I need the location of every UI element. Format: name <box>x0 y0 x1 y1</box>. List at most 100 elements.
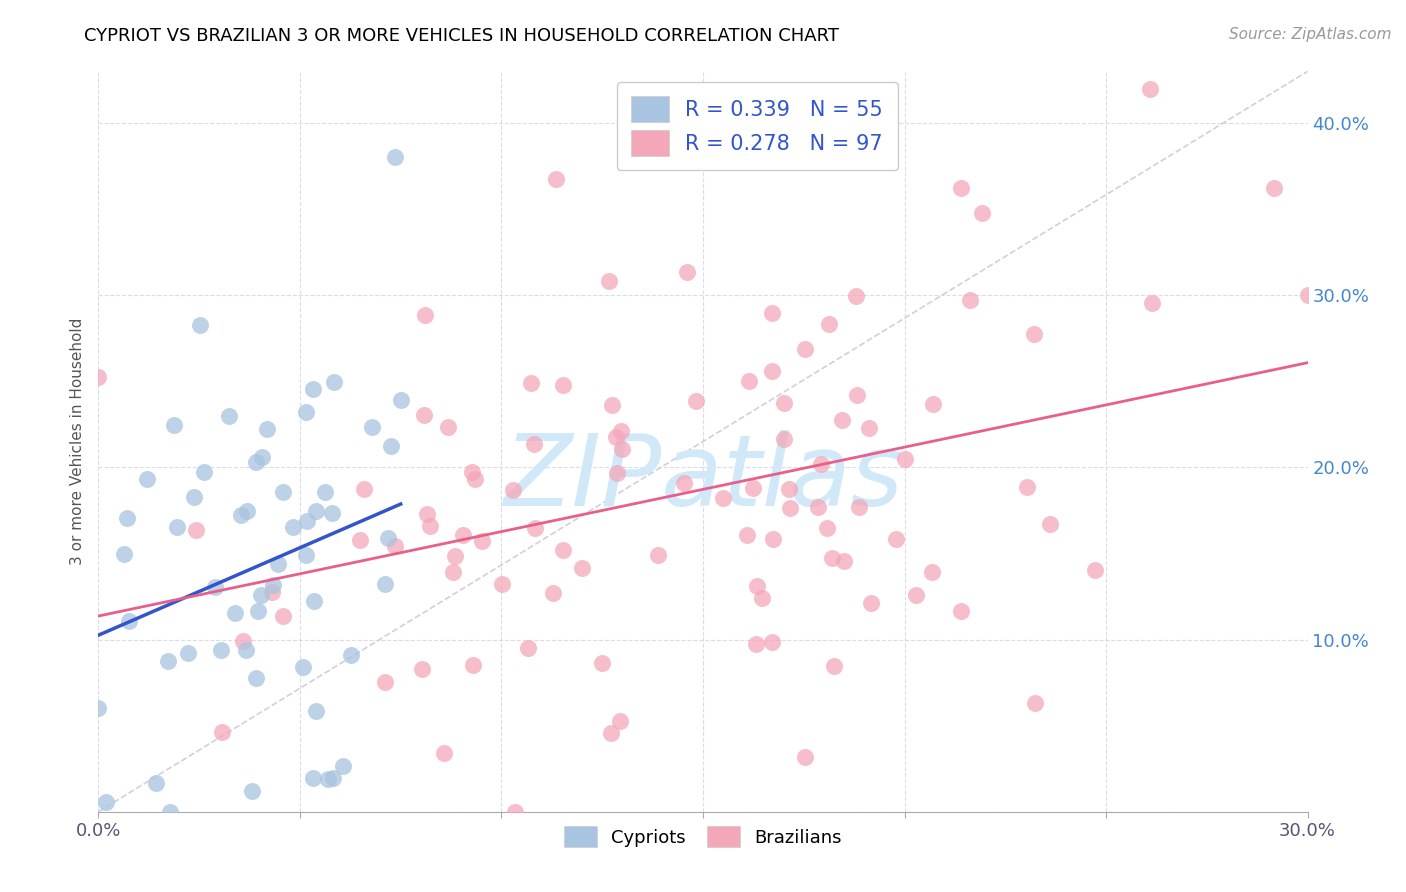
Point <box>188 318 211 333</box>
Point <box>87 700 110 714</box>
Point <box>301 382 323 396</box>
Point <box>610 442 633 457</box>
Point <box>831 413 853 427</box>
Point <box>571 561 593 575</box>
Point <box>145 776 167 790</box>
Point <box>250 450 273 464</box>
Point <box>794 342 817 356</box>
Point <box>779 500 801 515</box>
Point <box>413 308 436 322</box>
Point <box>389 392 412 407</box>
Text: Source: ZipAtlas.com: Source: ZipAtlas.com <box>1229 27 1392 42</box>
Point <box>738 374 761 388</box>
Point <box>1017 480 1039 494</box>
Point <box>115 510 138 524</box>
Point <box>761 306 783 320</box>
Point <box>600 399 623 413</box>
Point <box>96 795 118 809</box>
Point <box>609 425 631 439</box>
Point <box>374 674 396 689</box>
Point <box>647 548 669 562</box>
Point <box>183 490 205 504</box>
Point <box>761 364 783 378</box>
Point <box>267 557 290 571</box>
Point <box>551 377 574 392</box>
Point <box>340 648 363 662</box>
Point <box>950 604 973 618</box>
Point <box>1296 288 1319 302</box>
Point <box>884 532 907 546</box>
Point <box>262 578 284 592</box>
Point <box>524 521 547 535</box>
Point <box>204 580 226 594</box>
Point <box>591 656 613 670</box>
Text: CYPRIOT VS BRAZILIAN 3 OR MORE VEHICLES IN HOUSEHOLD CORRELATION CHART: CYPRIOT VS BRAZILIAN 3 OR MORE VEHICLES … <box>84 27 839 45</box>
Point <box>742 481 765 495</box>
Point <box>281 520 304 534</box>
Text: ZIPatlas: ZIPatlas <box>503 430 903 527</box>
Point <box>413 409 436 423</box>
Point <box>441 566 464 580</box>
Point <box>1022 327 1045 342</box>
Point <box>218 409 240 424</box>
Point <box>778 482 800 496</box>
Point <box>235 642 257 657</box>
Point <box>541 586 564 600</box>
Point <box>894 452 917 467</box>
Point <box>292 660 315 674</box>
Point <box>224 606 246 620</box>
Point <box>322 772 344 786</box>
Point <box>314 484 336 499</box>
Point <box>156 655 179 669</box>
Point <box>609 714 631 728</box>
Point <box>544 172 567 186</box>
Point <box>949 181 972 195</box>
Point <box>807 500 830 515</box>
Point <box>762 533 785 547</box>
Point <box>1084 563 1107 577</box>
Point <box>845 289 868 303</box>
Point <box>761 635 783 649</box>
Point <box>87 370 110 384</box>
Point <box>316 772 339 786</box>
Point <box>118 615 141 629</box>
Point <box>166 519 188 533</box>
Point <box>295 548 318 562</box>
Point <box>416 507 439 521</box>
Point <box>436 420 458 434</box>
Point <box>711 491 734 506</box>
Point <box>520 376 543 390</box>
Point <box>159 805 181 819</box>
Point <box>323 375 346 389</box>
Point <box>1140 296 1163 310</box>
Point <box>817 318 839 332</box>
Point <box>598 274 620 288</box>
Point <box>453 528 475 542</box>
Point <box>240 783 263 797</box>
Point <box>232 633 254 648</box>
Point <box>464 472 486 486</box>
Point <box>673 476 696 491</box>
Point <box>845 388 868 402</box>
Point <box>353 482 375 496</box>
Point <box>245 455 267 469</box>
Point <box>959 293 981 308</box>
Point <box>859 595 882 609</box>
Point <box>461 658 484 673</box>
Point <box>444 549 467 564</box>
Point <box>523 437 546 451</box>
Point <box>377 531 399 545</box>
Y-axis label: 3 or more Vehicles in Household: 3 or more Vehicles in Household <box>70 318 86 566</box>
Point <box>419 519 441 533</box>
Point <box>245 671 267 685</box>
Point <box>794 749 817 764</box>
Point <box>112 547 135 561</box>
Point <box>972 206 994 220</box>
Point <box>209 642 232 657</box>
Point <box>904 588 927 602</box>
Point <box>360 420 382 434</box>
Point <box>751 591 773 605</box>
Point <box>1263 180 1285 194</box>
Point <box>193 465 215 479</box>
Point <box>516 641 538 656</box>
